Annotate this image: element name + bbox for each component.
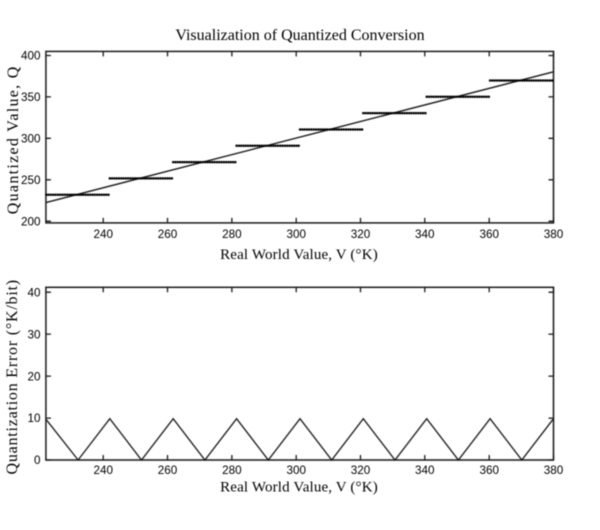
svg-text:250: 250 bbox=[21, 174, 41, 187]
svg-text:10: 10 bbox=[27, 412, 41, 425]
svg-text:360: 360 bbox=[479, 464, 499, 477]
svg-text:30: 30 bbox=[27, 328, 41, 341]
svg-text:Quantized Value, Q: Quantized Value, Q bbox=[5, 65, 22, 214]
svg-text:0: 0 bbox=[34, 454, 41, 467]
svg-text:300: 300 bbox=[286, 228, 306, 241]
svg-text:350: 350 bbox=[21, 91, 41, 104]
svg-text:200: 200 bbox=[21, 215, 41, 228]
svg-text:Visualization of Quantized Con: Visualization of Quantized Conversion bbox=[175, 27, 424, 44]
svg-text:260: 260 bbox=[158, 228, 178, 241]
svg-text:Real World Value, V (°K): Real World Value, V (°K) bbox=[220, 247, 378, 263]
svg-text:280: 280 bbox=[222, 464, 242, 477]
svg-text:240: 240 bbox=[93, 464, 113, 477]
svg-text:Quantization Error (°K/bit): Quantization Error (°K/bit) bbox=[4, 279, 21, 474]
svg-text:320: 320 bbox=[351, 228, 371, 241]
svg-text:360: 360 bbox=[479, 228, 499, 241]
svg-text:340: 340 bbox=[415, 464, 435, 477]
svg-text:240: 240 bbox=[93, 228, 113, 241]
svg-text:380: 380 bbox=[544, 228, 564, 241]
svg-text:300: 300 bbox=[286, 464, 306, 477]
svg-text:20: 20 bbox=[27, 370, 41, 383]
svg-text:380: 380 bbox=[544, 464, 564, 477]
svg-text:400: 400 bbox=[21, 50, 41, 63]
svg-text:40: 40 bbox=[27, 286, 41, 299]
svg-text:Real World Value, V (°K): Real World Value, V (°K) bbox=[220, 480, 378, 496]
svg-text:280: 280 bbox=[222, 228, 242, 241]
svg-text:300: 300 bbox=[21, 133, 41, 146]
svg-text:260: 260 bbox=[158, 464, 178, 477]
svg-text:320: 320 bbox=[351, 464, 371, 477]
svg-text:340: 340 bbox=[415, 228, 435, 241]
